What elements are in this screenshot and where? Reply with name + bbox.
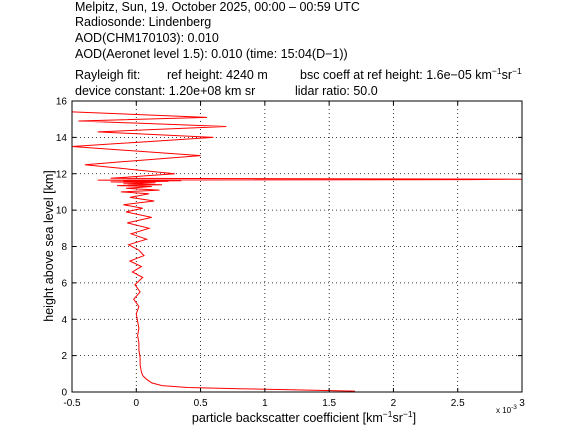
x-axis-exponent: x 10-3 <box>496 404 517 415</box>
backscatter-profile-line <box>71 111 523 392</box>
bsc-coeff-exp2: −1 <box>512 66 522 76</box>
x-tick-label: 2.5 <box>451 398 465 409</box>
x-axis-exponent-power: -3 <box>511 404 517 411</box>
grid-layer <box>72 101 522 392</box>
header-line-rayleigh: Rayleigh fit: ref height: 4240 m bsc coeff… <box>75 66 522 83</box>
rayleigh-fit-label: Rayleigh fit: <box>75 68 141 82</box>
y-tick-label: 16 <box>56 97 68 108</box>
y-tick-label: 14 <box>56 133 68 144</box>
y-tick-label: 0 <box>61 388 67 399</box>
y-axis-label: height above sea level [km] <box>42 170 56 321</box>
header-line-radiosonde: Radiosonde: Lindenberg <box>75 15 212 29</box>
x-axis-label-exp2: −1 <box>403 409 413 419</box>
x-axis-label-bracket: ] <box>413 411 416 425</box>
x-tick-label: 2 <box>391 398 397 409</box>
y-tick-label: 4 <box>61 315 67 326</box>
bsc-coeff-label: bsc coeff at ref height: 1.6e−05 km−1sr−… <box>300 66 522 83</box>
device-constant-label: device constant: 1.20e+08 km sr <box>75 84 256 98</box>
y-tick-label: 8 <box>61 242 67 253</box>
bsc-coeff-text: bsc coeff at ref height: 1.6e−05 km <box>300 68 492 82</box>
bsc-coeff-sr: sr <box>501 68 513 82</box>
x-tick-label: 1 <box>262 398 268 409</box>
x-axis-label: particle backscatter coefficient [km−1sr… <box>192 409 416 425</box>
x-axis-label-text: particle backscatter coefficient [km <box>192 411 383 425</box>
x-tick-label: 1.5 <box>322 398 336 409</box>
header-line-aod-aeronet: AOD(Aeronet level 1.5): 0.010 (time: 15:… <box>75 47 348 61</box>
bsc-coeff-exp1: −1 <box>491 66 502 76</box>
header-line-device: device constant: 1.20e+08 km sr lidar rat… <box>75 84 378 99</box>
x-tick-label: 3 <box>519 398 525 409</box>
header-line-aod-chm: AOD(CHM170103): 0.010 <box>75 31 219 45</box>
x-axis-exponent-base: x 10 <box>496 406 512 415</box>
y-tick-label: 2 <box>61 351 67 362</box>
y-tick-label: 6 <box>61 278 67 289</box>
y-tick-label: 10 <box>56 206 68 217</box>
y-tick-label: 12 <box>56 169 68 180</box>
x-tick-label: 0 <box>134 398 140 409</box>
x-axis-label-sr: sr <box>392 411 402 425</box>
header-line-location-date: Melpitz, Sun, 19. October 2025, 00:00 – … <box>75 0 360 14</box>
x-tick-label: 0.5 <box>194 398 208 409</box>
x-axis-label-exp1: −1 <box>383 409 393 419</box>
lidar-ratio-label: lidar ratio: 50.0 <box>295 84 378 98</box>
x-tick-label: -0.5 <box>63 398 81 409</box>
ref-height-label: ref height: 4240 m <box>167 68 268 82</box>
